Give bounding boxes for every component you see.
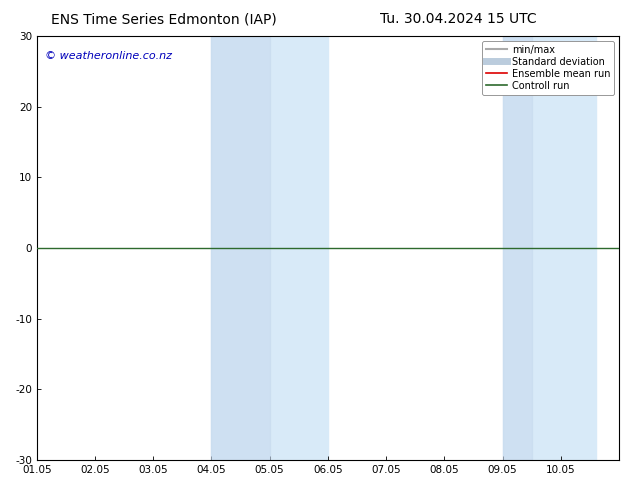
Text: ENS Time Series Edmonton (IAP): ENS Time Series Edmonton (IAP) — [51, 12, 276, 26]
Text: Tu. 30.04.2024 15 UTC: Tu. 30.04.2024 15 UTC — [380, 12, 537, 26]
Text: © weatheronline.co.nz: © weatheronline.co.nz — [46, 51, 172, 61]
Legend: min/max, Standard deviation, Ensemble mean run, Controll run: min/max, Standard deviation, Ensemble me… — [482, 41, 614, 95]
Bar — [503, 36, 596, 460]
Bar — [211, 36, 328, 460]
Bar — [503, 36, 532, 460]
Bar — [211, 36, 269, 460]
